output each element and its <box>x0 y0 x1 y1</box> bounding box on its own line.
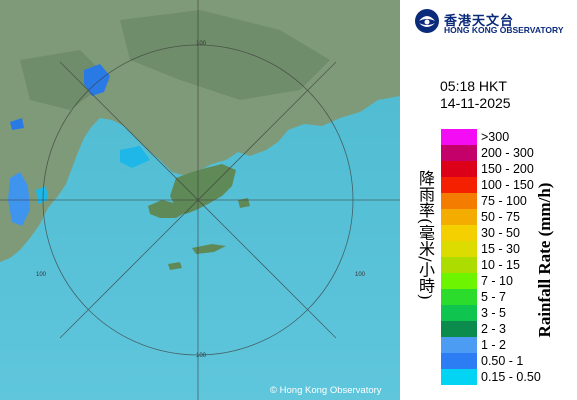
legend-swatch <box>441 129 477 145</box>
range-label-top: 100 <box>196 41 207 47</box>
range-rings <box>0 0 400 400</box>
legend-swatch <box>441 177 477 193</box>
legend-label: 15 - 30 <box>481 242 520 256</box>
info-panel <box>400 0 577 400</box>
legend-label: 0.50 - 1 <box>481 354 524 368</box>
rainfall-legend: >300 200 - 300 150 - 200 100 - 150 75 - 100 5… <box>441 129 577 385</box>
legend-label: 10 - 15 <box>481 258 520 272</box>
legend-label: 50 - 75 <box>481 210 520 224</box>
legend-row: 75 - 100 <box>441 193 577 209</box>
legend-row: 3 - 5 <box>441 305 577 321</box>
range-label-left: 100 <box>36 272 47 278</box>
legend-row: 15 - 30 <box>441 241 577 257</box>
logo-title-cn: 香港天文台 <box>444 13 515 28</box>
legend-label: 200 - 300 <box>481 146 534 160</box>
legend-row: 7 - 10 <box>441 273 577 289</box>
legend-row: >300 <box>441 129 577 145</box>
legend-row: 0.15 - 0.50 <box>441 369 577 385</box>
legend-label: 75 - 100 <box>481 194 527 208</box>
legend-label: 3 - 5 <box>481 306 507 320</box>
legend-swatch <box>441 353 477 369</box>
rainfall-rate-label-en: Rainfall Rate (mm/h) <box>535 182 554 338</box>
rainfall-rate-label-cn: 降雨率(毫米/小時) <box>416 170 435 300</box>
legend-swatch <box>441 289 477 305</box>
legend-swatch <box>441 193 477 209</box>
legend-swatch <box>441 337 477 353</box>
legend-swatch <box>441 369 477 385</box>
land-islands <box>168 198 250 270</box>
legend-label: 2 - 3 <box>481 322 507 336</box>
range-label-bottom: 100 <box>196 353 207 359</box>
legend-label: 5 - 7 <box>481 290 507 304</box>
observatory-logo-icon <box>415 9 439 33</box>
legend-swatch <box>441 273 477 289</box>
legend-row: 50 - 75 <box>441 209 577 225</box>
legend-label: 1 - 2 <box>481 338 507 352</box>
legend-swatch <box>441 321 477 337</box>
legend-swatch <box>441 161 477 177</box>
range-label-right: 100 <box>355 272 366 278</box>
legend-label: 150 - 200 <box>481 162 534 176</box>
radar-time: 05:18 HKT <box>440 78 507 94</box>
legend-row: 10 - 15 <box>441 257 577 273</box>
legend-row: 1 - 2 <box>441 337 577 353</box>
legend-row: 30 - 50 <box>441 225 577 241</box>
copyright-text: © Hong Kong Observatory <box>270 385 382 396</box>
legend-swatch <box>441 145 477 161</box>
legend-row: 100 - 150 <box>441 177 577 193</box>
legend-label: 30 - 50 <box>481 226 520 240</box>
land-hong-kong <box>170 164 236 214</box>
legend-row: 150 - 200 <box>441 161 577 177</box>
legend-swatch <box>441 257 477 273</box>
legend-label: >300 <box>481 130 510 144</box>
legend-swatch <box>441 305 477 321</box>
legend-row: 200 - 300 <box>441 145 577 161</box>
legend-label: 0.15 - 0.50 <box>481 370 541 384</box>
legend-swatch <box>441 225 477 241</box>
land-lantau <box>148 200 186 218</box>
radar-date: 14-11-2025 <box>440 95 511 111</box>
legend-row: 0.50 - 1 <box>441 353 577 369</box>
legend-swatch <box>441 241 477 257</box>
legend-row: 2 - 3 <box>441 321 577 337</box>
radar-map: 100 100 100 100 <box>0 0 400 400</box>
legend-row: 5 - 7 <box>441 289 577 305</box>
legend-label: 100 - 150 <box>481 178 534 192</box>
legend-swatch <box>441 209 477 225</box>
legend-label: 7 - 10 <box>481 274 513 288</box>
logo-title-en: HONG KONG OBSERVATORY <box>444 25 564 35</box>
